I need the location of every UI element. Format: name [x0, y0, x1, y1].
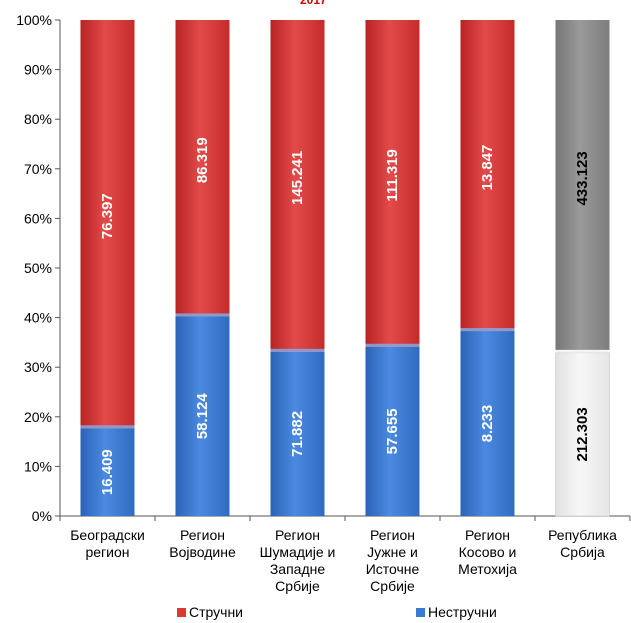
category-label-line: Западне [270, 561, 326, 577]
y-tick-label: 0% [32, 508, 52, 524]
category-label: Регион Косово и Метохија [458, 527, 517, 577]
category-label-line: Србије [275, 578, 320, 594]
bar-segment-strucni [365, 20, 420, 347]
data-labels-layer: 16.409 76.397 58.124 86.319 71.882 145.241 57.… [99, 137, 591, 495]
category-label-line: Регион [370, 527, 415, 543]
category-label-line: Србија [560, 544, 605, 560]
axis-layer: 0% 10% 20% 30% 40% 50% 60% 70% 80% 90% 100% [16, 12, 631, 524]
category-label-line: регион [85, 544, 129, 560]
data-label-strucni: 13.847 [479, 145, 496, 191]
category-label: Регион Шумадије и Западне Србије [260, 527, 336, 594]
data-label-nestrucni: 8.233 [479, 405, 496, 443]
bar-segment-nestrucni [555, 352, 610, 517]
chart-title: 2017 [300, 0, 327, 7]
category-label-line: Регион [180, 527, 225, 543]
segment-boundary [175, 313, 230, 317]
bar-segment-strucni [460, 20, 515, 332]
category-label: Београдски регион [70, 527, 145, 560]
bar-segment-nestrucni [175, 316, 230, 516]
bar-segment-strucni [175, 20, 230, 317]
segment-boundary [460, 328, 515, 332]
segment-boundary [555, 349, 610, 353]
segment-boundary [365, 343, 420, 347]
data-label-strucni: 111.319 [384, 149, 401, 202]
data-label-strucni: 76.397 [99, 193, 116, 239]
data-label-strucni: 145.241 [289, 151, 306, 205]
bar-segment-strucni [555, 20, 610, 353]
category-label-line: Косово и [459, 544, 517, 560]
category-label: Република Србија [548, 527, 617, 560]
y-tick-label: 100% [16, 12, 52, 28]
legend-item-strucni: Стручни [177, 604, 243, 620]
bar-segment-nestrucni [80, 428, 135, 516]
category-label-line: Република [548, 527, 617, 543]
category-label-line: Шумадије и [260, 544, 336, 560]
category-label-line: Војводине [169, 544, 236, 560]
bars-layer [80, 20, 610, 517]
legend-label-strucni: Стручни [189, 604, 243, 620]
category-label-line: Регион [275, 527, 320, 543]
category-label-line: Источне [366, 561, 420, 577]
data-label-nestrucni: 57.655 [384, 408, 401, 454]
y-tick-label: 20% [24, 409, 52, 425]
y-tick-label: 70% [24, 161, 52, 177]
bar-segment-nestrucni [365, 346, 420, 516]
y-tick-label: 40% [24, 310, 52, 326]
legend-label-nestrucni: Нестручни [428, 604, 497, 620]
legend-item-nestrucni: Нестручни [416, 604, 497, 620]
y-tick-label: 50% [24, 260, 52, 276]
data-label-nestrucni: 58.124 [194, 393, 211, 440]
y-tick-label: 80% [24, 111, 52, 127]
y-tick-label: 10% [24, 458, 52, 474]
category-label-line: Јужне и [367, 544, 418, 560]
data-label-strucni: 433.123 [574, 151, 591, 205]
segment-boundary [270, 348, 325, 352]
bar-segment-strucni [80, 20, 135, 429]
data-label-nestrucni: 71.882 [289, 411, 306, 457]
segment-boundary [80, 425, 135, 429]
legend-swatch-strucni [177, 607, 186, 617]
bar-segment-strucni [270, 20, 325, 352]
y-tick-label: 60% [24, 210, 52, 226]
y-tick-label: 90% [24, 62, 52, 78]
bar-segment-nestrucni [270, 351, 325, 516]
legend-swatch-nestrucni [416, 607, 425, 617]
bar-segment-nestrucni [460, 331, 515, 516]
category-label-line: Србије [370, 578, 415, 594]
category-label: Регион Јужне и Источне Србије [366, 527, 420, 594]
category-label-line: Метохија [458, 561, 517, 577]
category-label: Регион Војводине [169, 527, 236, 560]
category-label-line: Београдски [70, 527, 145, 543]
y-tick-label: 30% [24, 359, 52, 375]
category-label-line: Регион [465, 527, 510, 543]
data-label-nestrucni: 16.409 [99, 449, 116, 495]
data-label-strucni: 86.319 [194, 137, 211, 183]
data-label-nestrucni: 212.303 [574, 407, 591, 461]
